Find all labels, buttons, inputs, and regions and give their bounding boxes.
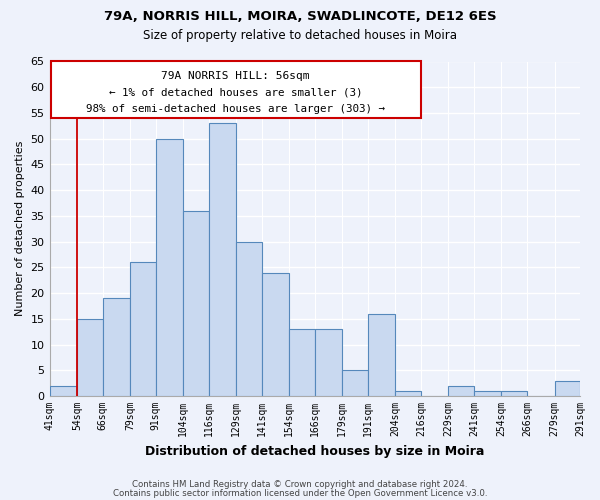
Text: Size of property relative to detached houses in Moira: Size of property relative to detached ho… — [143, 29, 457, 42]
Text: 79A, NORRIS HILL, MOIRA, SWADLINCOTE, DE12 6ES: 79A, NORRIS HILL, MOIRA, SWADLINCOTE, DE… — [104, 10, 496, 23]
Bar — [474, 391, 502, 396]
Text: Contains public sector information licensed under the Open Government Licence v3: Contains public sector information licen… — [113, 488, 487, 498]
Text: 98% of semi-detached houses are larger (303) →: 98% of semi-detached houses are larger (… — [86, 104, 385, 114]
Bar — [262, 272, 289, 396]
Bar — [448, 386, 474, 396]
X-axis label: Distribution of detached houses by size in Moira: Distribution of detached houses by size … — [145, 444, 484, 458]
Bar — [395, 391, 421, 396]
Bar — [155, 138, 183, 396]
FancyBboxPatch shape — [50, 62, 421, 118]
Bar — [209, 124, 236, 396]
Bar — [315, 329, 343, 396]
Y-axis label: Number of detached properties: Number of detached properties — [15, 141, 25, 316]
Bar — [368, 314, 395, 396]
Bar — [554, 380, 580, 396]
Bar — [103, 298, 130, 396]
Bar — [77, 319, 103, 396]
Bar — [183, 211, 209, 396]
Bar — [343, 370, 368, 396]
Bar — [289, 329, 315, 396]
Bar — [236, 242, 262, 396]
Text: 79A NORRIS HILL: 56sqm: 79A NORRIS HILL: 56sqm — [161, 71, 310, 81]
Bar — [130, 262, 155, 396]
Bar — [50, 386, 77, 396]
Text: Contains HM Land Registry data © Crown copyright and database right 2024.: Contains HM Land Registry data © Crown c… — [132, 480, 468, 489]
Bar — [502, 391, 527, 396]
Text: ← 1% of detached houses are smaller (3): ← 1% of detached houses are smaller (3) — [109, 87, 362, 97]
